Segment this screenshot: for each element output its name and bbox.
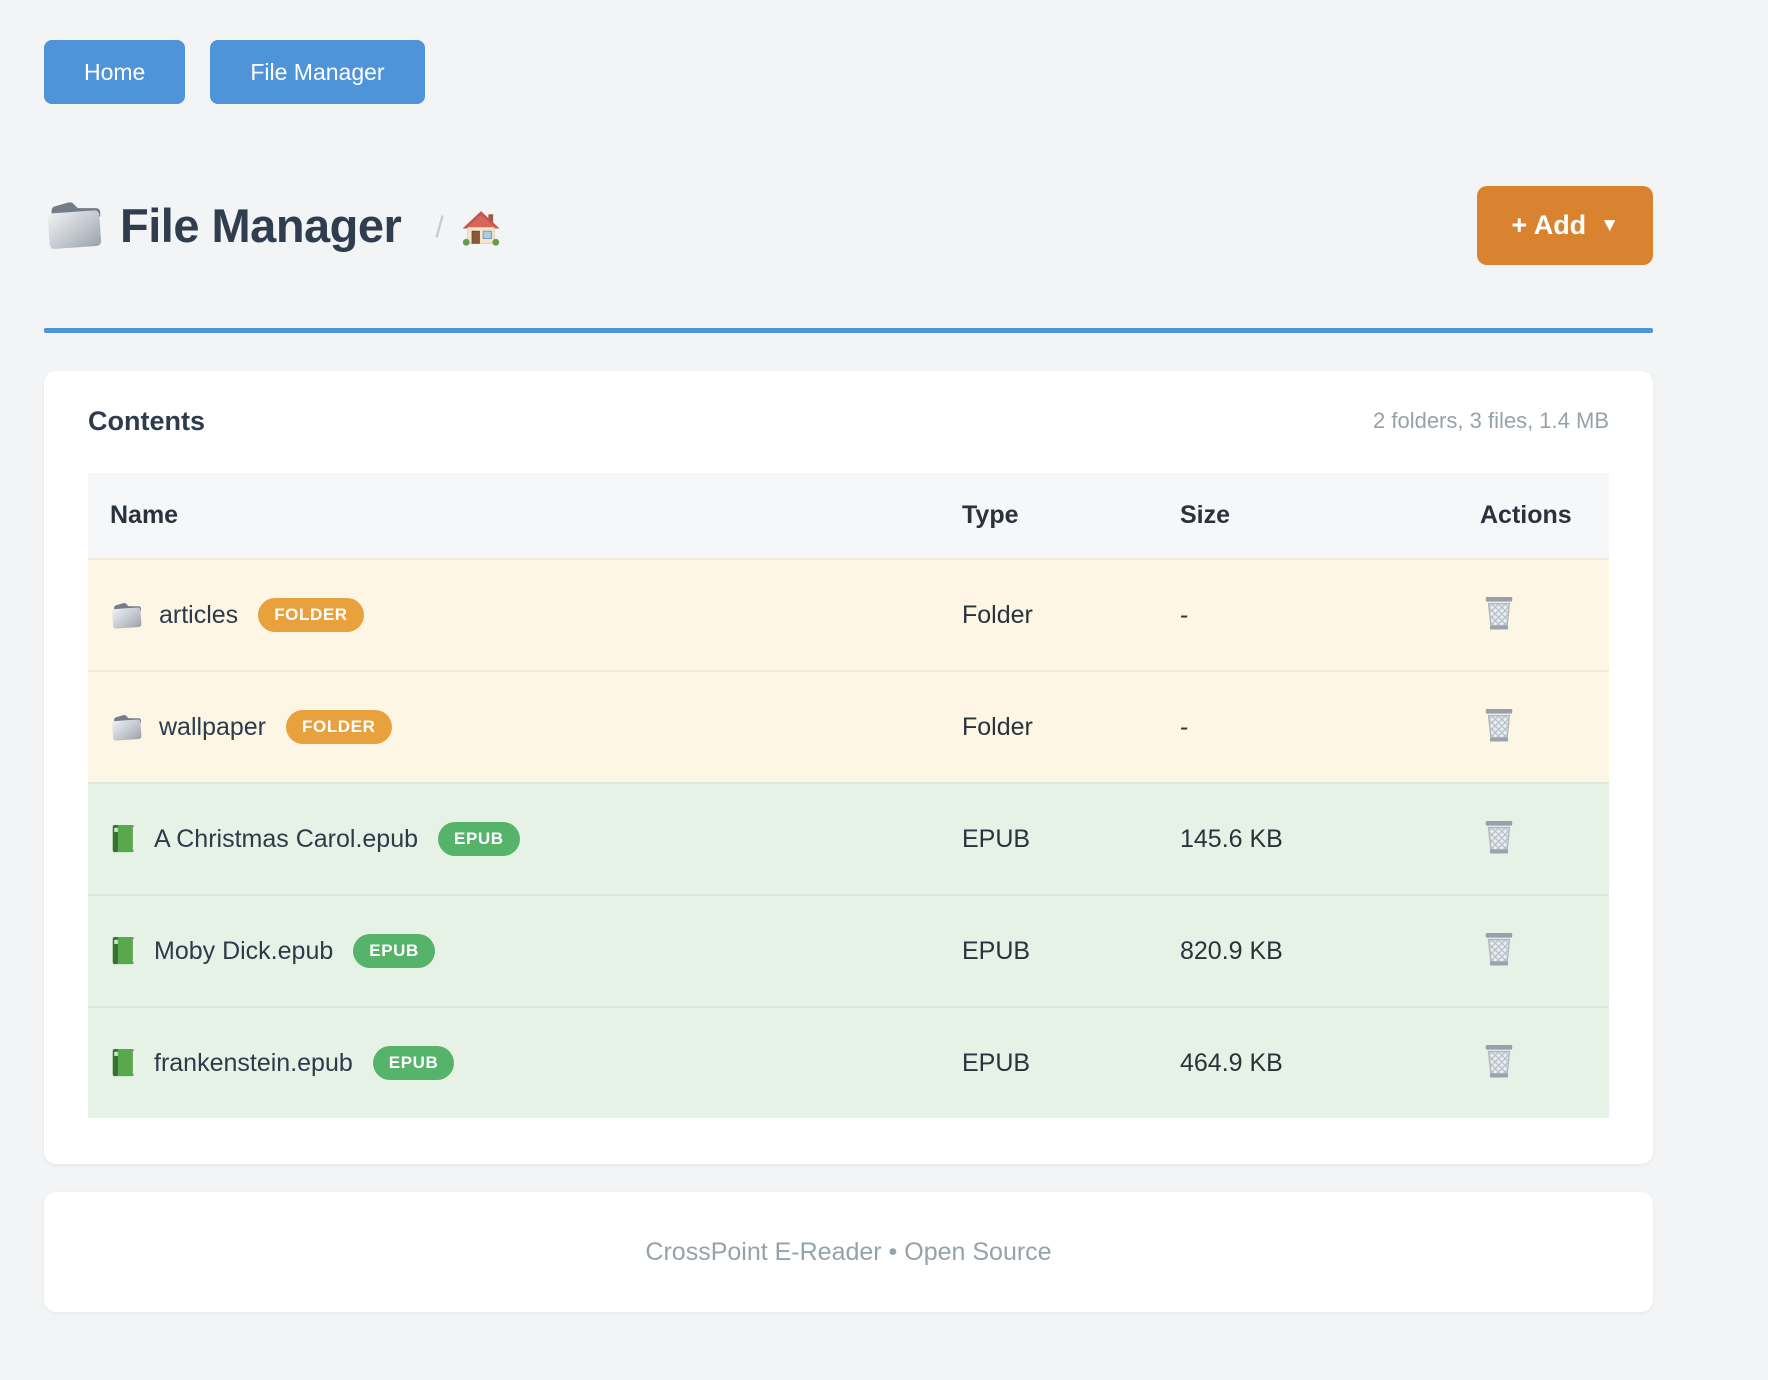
file-name: articles: [159, 600, 239, 629]
file-name: Moby Dick.epub: [154, 936, 334, 965]
actions-cell: [1444, 928, 1609, 975]
column-header-actions: Actions: [1480, 501, 1572, 529]
green-book-icon: [112, 937, 136, 965]
size-cell: -: [1180, 712, 1189, 741]
page-header: File Manager / + Add ▼: [44, 184, 1653, 266]
delete-button[interactable]: [1480, 1040, 1518, 1082]
file-name: A Christmas Carol.epub: [154, 824, 419, 853]
trash-icon: [1485, 820, 1513, 854]
actions-cell: [1444, 704, 1609, 751]
green-book-icon: [112, 825, 136, 853]
file-name-cell[interactable]: A Christmas Carol.epub EPUB: [88, 822, 940, 856]
file-name-cell[interactable]: frankenstein.epub EPUB: [88, 1046, 940, 1080]
epub-badge: EPUB: [372, 1046, 455, 1080]
green-book-icon: [112, 1049, 136, 1077]
trash-icon: [1485, 596, 1513, 630]
table-row[interactable]: articles FOLDER Folder -: [88, 558, 1609, 670]
actions-cell: [1444, 592, 1609, 639]
file-name-cell[interactable]: articles FOLDER: [88, 598, 940, 632]
column-header-size: Size: [1180, 501, 1231, 529]
size-cell: 145.6 KB: [1180, 824, 1283, 853]
table-row[interactable]: A Christmas Carol.epub EPUB EPUB 145.6 K…: [88, 782, 1609, 894]
epub-badge: EPUB: [353, 934, 435, 968]
delete-button[interactable]: [1480, 704, 1518, 746]
trash-icon: [1485, 1044, 1513, 1078]
nav-bar: Home File Manager: [44, 40, 1653, 104]
title-divider: [44, 328, 1653, 333]
delete-button[interactable]: [1480, 928, 1518, 970]
column-header-name: Name: [110, 501, 179, 529]
file-name: frankenstein.epub: [154, 1048, 353, 1077]
epub-badge: EPUB: [438, 822, 520, 856]
file-name: wallpaper: [159, 712, 267, 741]
delete-button[interactable]: [1480, 816, 1518, 858]
caret-down-icon: ▼: [1600, 215, 1619, 236]
house-icon[interactable]: [462, 210, 500, 246]
size-cell: 820.9 KB: [1180, 936, 1283, 965]
file-name-cell[interactable]: Moby Dick.epub EPUB: [88, 934, 940, 968]
folder-icon: [47, 202, 102, 249]
actions-cell: [1444, 1040, 1609, 1087]
type-cell: EPUB: [962, 1048, 1031, 1077]
column-header-type: Type: [962, 501, 1019, 529]
table-row[interactable]: wallpaper FOLDER Folder -: [88, 670, 1609, 782]
type-cell: EPUB: [962, 824, 1031, 853]
file-table: Name Type Size Actions articles FOLDER F…: [88, 473, 1609, 1118]
type-cell: EPUB: [962, 936, 1031, 965]
add-button-label: + Add: [1511, 209, 1587, 240]
size-cell: 464.9 KB: [1180, 1048, 1283, 1077]
folder-badge: FOLDER: [286, 710, 392, 744]
footer-text: CrossPoint E-Reader • Open Source: [645, 1237, 1052, 1266]
file-manager-button[interactable]: File Manager: [210, 40, 425, 104]
type-cell: Folder: [962, 600, 1033, 629]
breadcrumb-separator: /: [435, 211, 444, 244]
folder-icon: [112, 602, 142, 629]
delete-button[interactable]: [1480, 592, 1518, 634]
folder-badge: FOLDER: [258, 598, 364, 632]
table-row[interactable]: frankenstein.epub EPUB EPUB 464.9 KB: [88, 1006, 1609, 1118]
trash-icon: [1485, 708, 1513, 742]
table-row[interactable]: Moby Dick.epub EPUB EPUB 820.9 KB: [88, 894, 1609, 1006]
size-cell: -: [1180, 600, 1189, 629]
contents-title: Contents: [88, 405, 205, 436]
contents-summary: 2 folders, 3 files, 1.4 MB: [1373, 408, 1609, 433]
footer-card: CrossPoint E-Reader • Open Source: [44, 1192, 1653, 1312]
contents-card: Contents 2 folders, 3 files, 1.4 MB Name…: [44, 371, 1653, 1164]
trash-icon: [1485, 932, 1513, 966]
add-button[interactable]: + Add ▼: [1477, 185, 1653, 265]
type-cell: Folder: [962, 712, 1033, 741]
file-table-header: Name Type Size Actions: [88, 473, 1609, 558]
folder-icon: [112, 714, 142, 741]
actions-cell: [1444, 816, 1609, 863]
page-title: File Manager: [120, 198, 402, 252]
home-button[interactable]: Home: [44, 40, 186, 104]
contents-card-header: Contents 2 folders, 3 files, 1.4 MB: [88, 401, 1609, 441]
file-name-cell[interactable]: wallpaper FOLDER: [88, 710, 940, 744]
